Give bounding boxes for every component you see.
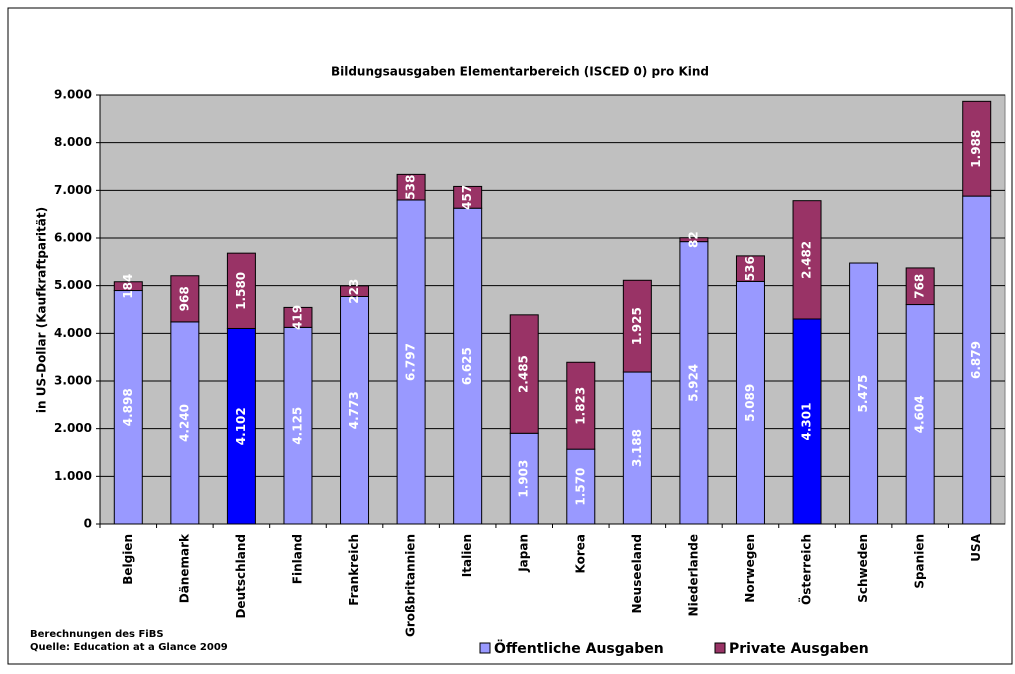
x-tick-label: Niederlande: [686, 534, 700, 616]
note: Berechnungen des FiBS: [30, 629, 164, 640]
value-label: 536: [743, 256, 757, 281]
bar-segment: [509, 314, 539, 434]
value-label: 4.240: [177, 404, 191, 442]
x-tick-label: Großbritannien: [404, 534, 418, 637]
x-tick-label: Deutschland: [234, 534, 248, 619]
legend-swatch: [479, 642, 491, 654]
value-label: 6.879: [969, 341, 983, 379]
value-label: 968: [177, 286, 191, 311]
value-label: 4.125: [290, 407, 304, 445]
value-label: 5.475: [856, 375, 870, 413]
value-label: 1.823: [573, 387, 587, 425]
x-tick-label: Belgien: [121, 534, 135, 585]
bar-segment: [735, 255, 765, 282]
y-tick-label: 0: [84, 517, 92, 531]
value-label: 3.188: [630, 429, 644, 467]
value-label: 4.898: [121, 388, 135, 426]
x-tick-label: Japan: [517, 534, 531, 573]
bar-segment: [396, 173, 426, 201]
y-tick-label: 9.000: [54, 88, 92, 102]
value-label: 1.580: [234, 272, 248, 310]
value-label: 184: [121, 274, 135, 299]
value-label: 1.570: [573, 468, 587, 506]
note: Quelle: Education at a Glance 2009: [30, 642, 228, 653]
value-label: 457: [460, 185, 474, 210]
value-label: 4.773: [347, 391, 361, 429]
bar-segment: [453, 185, 483, 209]
x-tick-label: Dänemark: [177, 533, 191, 603]
value-label: 2.485: [517, 355, 531, 393]
y-axis-label: in US-Dollar (Kaufkraftparität): [35, 207, 49, 413]
value-label: 4.102: [234, 407, 248, 445]
y-tick-label: 7.000: [54, 183, 92, 197]
y-tick-label: 3.000: [54, 374, 92, 388]
x-tick-label: Korea: [573, 534, 587, 574]
y-tick-label: 2.000: [54, 421, 92, 435]
legend-label: Öffentliche Ausgaben: [494, 639, 664, 657]
x-tick-label: USA: [969, 533, 983, 561]
value-label: 538: [404, 175, 418, 200]
y-tick-label: 5.000: [54, 278, 92, 292]
value-label: 4.604: [913, 395, 927, 433]
bar-segment: [622, 279, 652, 373]
y-tick-label: 8.000: [54, 135, 92, 149]
x-tick-label: Schweden: [856, 534, 870, 603]
value-label: 5.089: [743, 384, 757, 422]
bar-segment: [170, 275, 200, 323]
value-label: 82: [686, 231, 700, 248]
bar-segment: [792, 200, 822, 320]
value-label: 1.925: [630, 307, 644, 345]
value-label: 4.301: [800, 403, 814, 441]
bar-segment: [962, 100, 992, 197]
bar-segment: [905, 267, 935, 306]
bar-segment: [340, 285, 370, 297]
x-tick-label: Italien: [460, 534, 474, 577]
y-tick-label: 1.000: [54, 469, 92, 483]
x-tick-label: Spanien: [913, 534, 927, 589]
bar-segment: [283, 306, 313, 328]
bar-segment: [453, 207, 483, 525]
value-label: 1.903: [517, 460, 531, 498]
bar-segment: [396, 199, 426, 525]
bar-segment: [679, 237, 709, 243]
bar-segment: [622, 371, 652, 525]
bar-segment: [905, 304, 935, 525]
value-label: 419: [290, 305, 304, 330]
value-label: 223: [347, 279, 361, 304]
legend-swatch: [714, 642, 726, 654]
y-tick-label: 4.000: [54, 326, 92, 340]
x-tick-label: Neuseeland: [630, 534, 644, 614]
bar-segment: [792, 318, 822, 525]
value-label: 6.797: [404, 343, 418, 381]
x-tick-label: Finland: [290, 534, 304, 584]
value-label: 1.988: [969, 130, 983, 168]
value-label: 5.924: [686, 364, 700, 402]
value-label: 6.625: [460, 347, 474, 385]
legend-label: Private Ausgaben: [729, 641, 869, 657]
x-tick-label: Österreich: [799, 534, 814, 605]
y-tick-label: 6.000: [54, 231, 92, 245]
x-tick-label: Frankreich: [347, 534, 361, 606]
bar-segment: [226, 252, 256, 329]
bar-segment: [962, 195, 992, 525]
value-label: 2.482: [800, 241, 814, 279]
x-tick-label: Norwegen: [743, 534, 757, 603]
bar-segment: [113, 281, 143, 292]
bar-segment: [566, 361, 596, 450]
chart-title: Bildungsausgaben Elementarbereich (ISCED…: [331, 65, 709, 79]
value-label: 768: [913, 274, 927, 299]
bar-segment: [849, 262, 879, 525]
